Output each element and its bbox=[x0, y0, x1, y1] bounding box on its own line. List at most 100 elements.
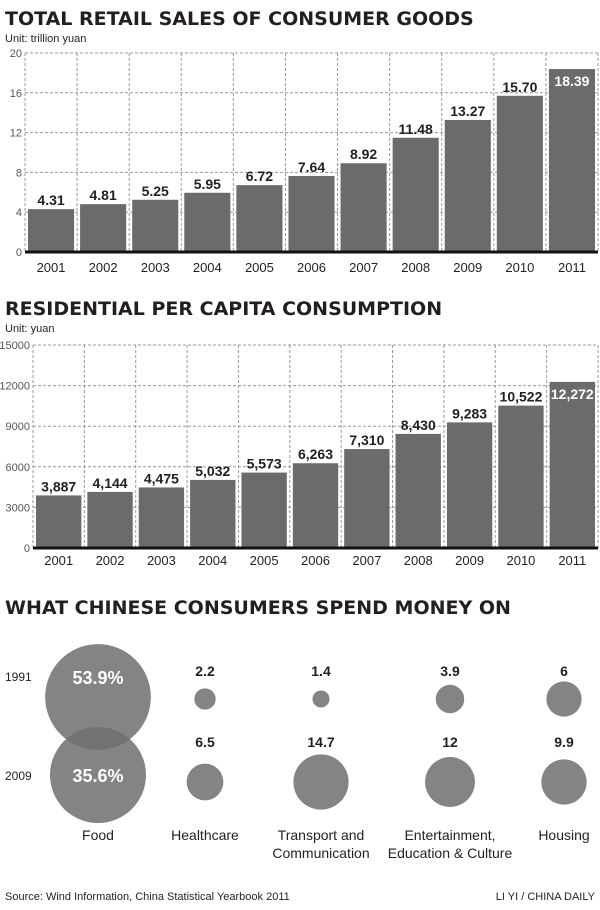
data-label: 9,283 bbox=[452, 405, 487, 421]
bar bbox=[292, 463, 339, 548]
bar bbox=[548, 69, 595, 252]
x-tick-label: 2005 bbox=[250, 553, 279, 568]
bar bbox=[87, 491, 133, 548]
x-tick-label: 2011 bbox=[558, 553, 586, 568]
value-label-1991: 3.9 bbox=[440, 663, 460, 679]
data-label: 5,032 bbox=[195, 463, 230, 479]
y-tick-label: 20 bbox=[10, 48, 22, 60]
chart1-unit: Unit: trillion yuan bbox=[5, 33, 86, 45]
y-tick-label: 8 bbox=[16, 167, 22, 179]
data-label: 11.48 bbox=[399, 121, 433, 137]
y-tick-label: 0 bbox=[24, 543, 30, 555]
data-label: 4,144 bbox=[93, 475, 128, 491]
retail-sales-chart: 0 4 8 12 16 20 4.31 2001 4.81 2002 5.25 2003 5.95 200… bbox=[10, 48, 599, 275]
data-label: 10,522 bbox=[500, 389, 543, 405]
x-tick-label: 2003 bbox=[147, 553, 176, 568]
bubble-1991 bbox=[312, 690, 330, 708]
bar bbox=[184, 192, 231, 252]
x-tick-label: 2002 bbox=[96, 553, 125, 568]
spending-bubble-chart: 1991 2009 53.9% 35.6% Food 2.2 6.5 Healthcare 1.… bbox=[5, 644, 590, 861]
y-tick-label: 9000 bbox=[6, 421, 30, 433]
value-label-1991: 6 bbox=[560, 663, 568, 679]
chart1-title: TOTAL RETAIL SALES OF CONSUMER GOODS bbox=[5, 8, 474, 30]
row-label-1991: 1991 bbox=[5, 670, 32, 684]
data-label: 15.70 bbox=[502, 79, 537, 95]
data-label: 6,263 bbox=[298, 446, 333, 462]
y-tick-label: 12 bbox=[10, 128, 22, 140]
bar bbox=[36, 495, 82, 548]
x-tick-label: 2007 bbox=[349, 260, 378, 275]
credit: LI YI / CHINA DAILY bbox=[496, 891, 596, 903]
bar bbox=[446, 422, 493, 548]
bubble-1991 bbox=[435, 684, 465, 714]
bar bbox=[190, 479, 236, 548]
bar bbox=[138, 487, 185, 548]
x-tick-label: 2003 bbox=[141, 260, 170, 275]
y-tick-label: 6000 bbox=[6, 462, 30, 474]
bubble-1991 bbox=[45, 644, 151, 750]
source-note: Source: Wind Information, China Statisti… bbox=[5, 891, 290, 903]
x-tick-label: 2002 bbox=[89, 260, 118, 275]
x-tick-label: 2001 bbox=[44, 553, 73, 568]
category-label: Housing bbox=[538, 827, 589, 843]
data-label: 5.25 bbox=[142, 183, 169, 199]
chart2-unit: Unit: yuan bbox=[5, 323, 55, 335]
value-label-1991: 53.9% bbox=[72, 668, 123, 688]
y-tick-label: 12000 bbox=[0, 381, 30, 393]
bar bbox=[395, 433, 441, 548]
x-tick-label: 2009 bbox=[455, 553, 484, 568]
value-label-1991: 1.4 bbox=[311, 663, 331, 679]
data-label: 4.31 bbox=[37, 192, 64, 208]
x-tick-label: 2011 bbox=[558, 260, 586, 275]
value-label-2009: 9.9 bbox=[554, 734, 574, 750]
bar bbox=[241, 472, 287, 548]
data-label: 7,310 bbox=[349, 432, 384, 448]
value-label-2009: 12 bbox=[442, 734, 458, 750]
chart3-title: WHAT CHINESE CONSUMERS SPEND MONEY ON bbox=[5, 597, 511, 619]
x-tick-label: 2006 bbox=[297, 260, 326, 275]
bubble-2009 bbox=[50, 727, 146, 823]
category-label: Transport and bbox=[278, 827, 365, 843]
category-label: Education & Culture bbox=[388, 845, 513, 861]
chart2-title: RESIDENTIAL PER CAPITA CONSUMPTION bbox=[5, 298, 442, 320]
bar bbox=[132, 199, 179, 252]
bubble-2009 bbox=[541, 759, 587, 805]
y-tick-label: 16 bbox=[10, 88, 22, 100]
x-tick-label: 2010 bbox=[506, 553, 535, 568]
x-tick-label: 2004 bbox=[198, 553, 227, 568]
data-label: 13.27 bbox=[450, 103, 485, 119]
x-tick-label: 2010 bbox=[505, 260, 534, 275]
bar bbox=[549, 381, 595, 548]
per-capita-chart: 0 3000 6000 9000 12000 15000 3,887 2001 4,144 200… bbox=[0, 340, 599, 568]
value-label-2009: 35.6% bbox=[72, 766, 123, 786]
bubble-2009 bbox=[186, 763, 224, 801]
bar bbox=[236, 185, 283, 252]
data-label: 3,887 bbox=[41, 478, 76, 494]
data-label: 18.39 bbox=[554, 73, 589, 89]
data-label: 7.64 bbox=[298, 159, 325, 175]
bubble-1991 bbox=[546, 681, 582, 717]
bubble-2009 bbox=[293, 754, 349, 810]
value-label-1991: 2.2 bbox=[195, 663, 215, 679]
bubble-1991 bbox=[194, 688, 216, 710]
category-label: Entertainment, bbox=[404, 827, 495, 843]
data-label: 4,475 bbox=[144, 470, 179, 486]
bar bbox=[340, 163, 387, 252]
x-tick-label: 2009 bbox=[453, 260, 482, 275]
y-tick-label: 0 bbox=[16, 247, 22, 259]
x-tick-label: 2008 bbox=[404, 553, 433, 568]
data-label: 8.92 bbox=[350, 146, 377, 162]
data-label: 6.72 bbox=[246, 168, 273, 184]
data-label: 12,272 bbox=[551, 386, 594, 402]
data-label: 5.95 bbox=[194, 176, 221, 192]
x-tick-label: 2006 bbox=[301, 553, 330, 568]
y-tick-label: 15000 bbox=[0, 340, 30, 352]
bar bbox=[28, 209, 75, 252]
category-label: Healthcare bbox=[171, 827, 239, 843]
data-label: 8,430 bbox=[401, 417, 436, 433]
category-label: Food bbox=[82, 827, 114, 843]
category-label: Communication bbox=[272, 845, 369, 861]
row-label-2009: 2009 bbox=[5, 769, 32, 783]
bar bbox=[288, 175, 335, 252]
